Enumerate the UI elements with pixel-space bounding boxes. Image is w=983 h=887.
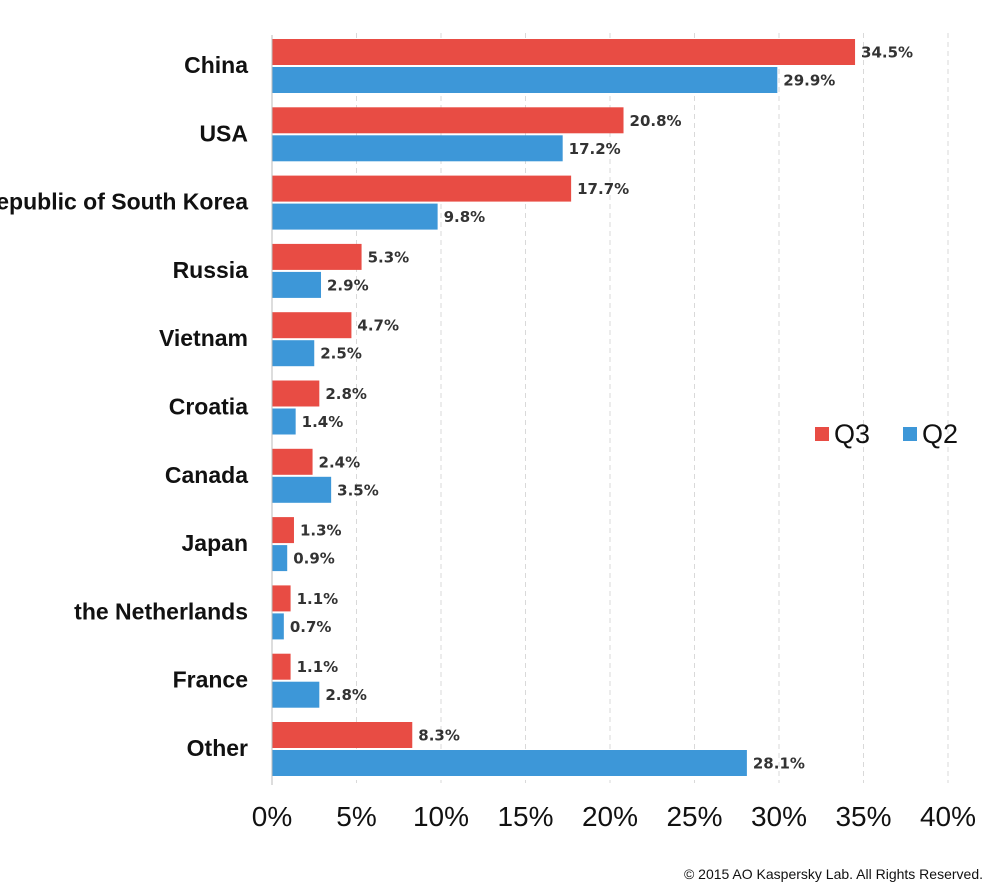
bar-q2 bbox=[272, 135, 563, 162]
value-label: 1.1% bbox=[297, 590, 339, 608]
value-label: 0.9% bbox=[293, 550, 335, 568]
x-tick-label: 5% bbox=[336, 801, 376, 832]
category-label: China bbox=[184, 52, 248, 78]
category-labels: China USA Republic of South Korea Russia Vie… bbox=[0, 52, 248, 761]
category-label: Canada bbox=[165, 462, 248, 488]
bar-q2 bbox=[272, 545, 288, 572]
bar-q3 bbox=[272, 653, 291, 680]
bar-q3 bbox=[272, 243, 362, 270]
category-label: Croatia bbox=[169, 394, 248, 420]
category-label: USA bbox=[199, 120, 248, 146]
value-label: 2.4% bbox=[319, 453, 361, 471]
category-label: Russia bbox=[173, 257, 249, 283]
value-label: 1.1% bbox=[297, 658, 339, 676]
value-label: 0.7% bbox=[290, 618, 332, 636]
category-label: Republic of South Korea bbox=[0, 189, 248, 215]
bar-q3 bbox=[272, 175, 572, 202]
x-axis-tick-labels: 0% 5% 10% 15% 20% 25% 30% 35% 40% bbox=[252, 801, 976, 832]
value-label: 2.9% bbox=[327, 276, 369, 294]
value-label: 29.9% bbox=[783, 72, 835, 90]
category-label: Japan bbox=[182, 530, 248, 556]
category-label: Vietnam bbox=[159, 325, 248, 351]
value-label: 3.5% bbox=[337, 481, 379, 499]
bar-q2 bbox=[272, 681, 320, 708]
gridlines bbox=[356, 33, 949, 783]
bar-q2 bbox=[272, 750, 747, 776]
x-tick-label: 10% bbox=[413, 801, 469, 832]
legend-label: Q3 bbox=[834, 419, 870, 449]
legend: Q3 Q2 bbox=[815, 419, 958, 449]
category-label: Other bbox=[187, 735, 248, 761]
value-label: 9.8% bbox=[444, 208, 486, 226]
bar-q3 bbox=[272, 517, 294, 544]
copyright-notice: © 2015 AO Kaspersky Lab. All Rights Rese… bbox=[683, 866, 983, 882]
value-label: 17.7% bbox=[577, 180, 629, 198]
bar-q2 bbox=[272, 613, 284, 640]
value-label: 2.5% bbox=[320, 345, 362, 363]
x-tick-label: 0% bbox=[252, 801, 292, 832]
x-tick-label: 15% bbox=[497, 801, 553, 832]
bar-q3 bbox=[272, 380, 320, 407]
value-label: 28.1% bbox=[753, 755, 805, 773]
legend-swatch bbox=[815, 427, 829, 441]
value-label: 1.4% bbox=[302, 413, 344, 431]
bar-q2 bbox=[272, 67, 778, 93]
value-labels: 34.5% 29.9% 20.8% 17.2% 17.7% 9.8% 5.3% 2.9% 4.7… bbox=[290, 44, 913, 773]
x-tick-label: 35% bbox=[835, 801, 891, 832]
value-label: 34.5% bbox=[861, 44, 913, 62]
value-label: 4.7% bbox=[357, 317, 399, 335]
bar-q2 bbox=[272, 476, 332, 503]
category-label: France bbox=[173, 667, 248, 693]
bar-q2 bbox=[272, 271, 322, 298]
legend-label: Q2 bbox=[922, 419, 958, 449]
bars bbox=[272, 39, 856, 776]
bar-q3 bbox=[272, 107, 624, 134]
bar-q3 bbox=[272, 39, 856, 65]
bar-q3 bbox=[272, 448, 313, 475]
value-label: 1.3% bbox=[300, 522, 342, 540]
bar-q3 bbox=[272, 585, 291, 612]
x-tick-label: 25% bbox=[666, 801, 722, 832]
value-label: 17.2% bbox=[569, 140, 621, 158]
legend-swatch bbox=[903, 427, 917, 441]
x-tick-label: 20% bbox=[582, 801, 638, 832]
bar-q2 bbox=[272, 203, 438, 230]
value-label: 20.8% bbox=[630, 112, 682, 130]
bar-q3 bbox=[272, 312, 352, 339]
value-label: 2.8% bbox=[325, 385, 367, 403]
bar-q3 bbox=[272, 722, 413, 748]
x-tick-label: 40% bbox=[920, 801, 976, 832]
bar-q2 bbox=[272, 408, 296, 435]
x-tick-label: 30% bbox=[751, 801, 807, 832]
bar-q2 bbox=[272, 340, 315, 367]
category-label: the Netherlands bbox=[74, 598, 248, 624]
value-label: 2.8% bbox=[325, 686, 367, 704]
value-label: 8.3% bbox=[418, 727, 460, 745]
value-label: 5.3% bbox=[368, 248, 410, 266]
